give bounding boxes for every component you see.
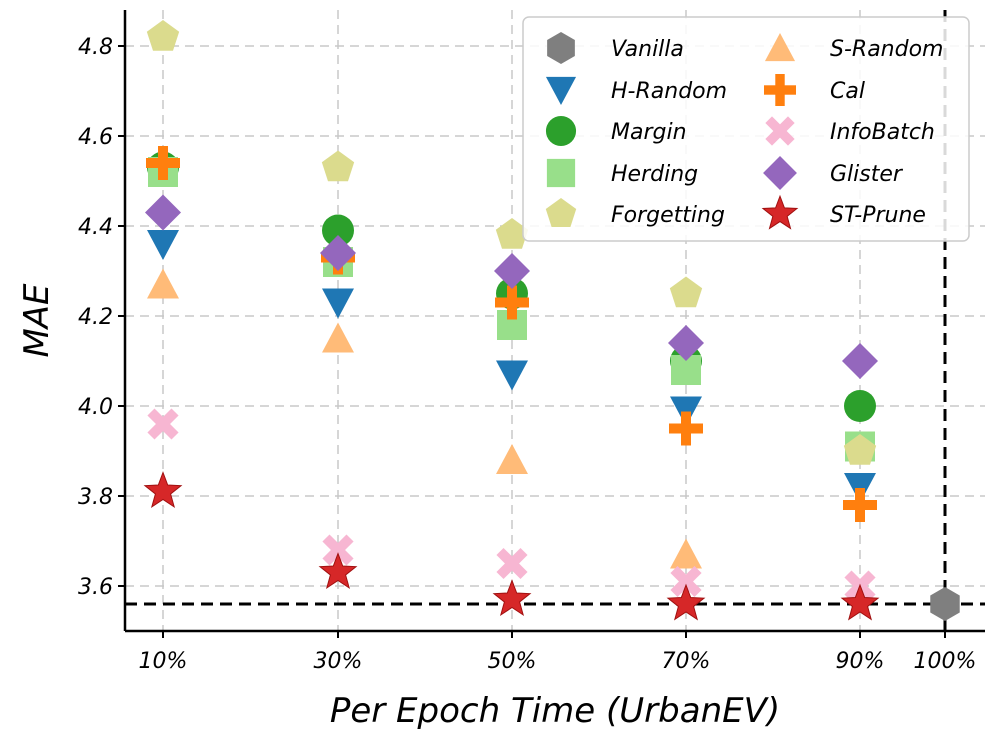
legend-box (522, 16, 970, 242)
point-infobatch-10 (147, 408, 179, 440)
x-tick-label: 90% (836, 649, 885, 674)
point-cal-70 (669, 411, 703, 446)
point-cal-90 (843, 488, 877, 522)
legend-marker-vanilla (547, 32, 575, 64)
legend-marker-margin (545, 115, 577, 147)
legend-item-h-random: H-Random (545, 76, 727, 106)
x-tick-label: 30% (314, 649, 363, 674)
legend-label-vanilla: Vanilla (611, 37, 684, 62)
point-s-random-70 (670, 538, 702, 569)
legend-item-cal: Cal (764, 74, 865, 106)
point-infobatch-70 (670, 565, 702, 598)
x-tick-label: 50% (488, 649, 537, 674)
legend-item-forgetting: Forgetting (545, 198, 725, 228)
point-h-random-30 (322, 288, 354, 319)
point-forgetting-90 (843, 434, 877, 465)
point-glister-90 (842, 343, 878, 379)
x-tick-label: 100% (914, 649, 977, 674)
legend-item-st-prune: ST-Prune (761, 194, 926, 230)
point-margin-90 (844, 390, 876, 422)
point-infobatch-30 (322, 534, 354, 566)
point-glister-10 (145, 194, 181, 231)
point-st-prune-90 (840, 583, 880, 621)
y-tick-label: 4.0 (78, 395, 113, 420)
axes: 3.6 3.8 4.0 4.2 4.4 4.6 4.8 10% 30% 50% 70% 90% 100% (78, 10, 985, 674)
point-h-random-10 (147, 230, 179, 260)
legend-marker-forgetting (545, 198, 577, 227)
x-tick-label: 10% (139, 649, 188, 674)
legend-label-st-prune: ST-Prune (830, 203, 926, 228)
legend-marker-h-random (545, 76, 577, 106)
legend-marker-s-random (764, 32, 796, 62)
legend-label-infobatch: InfoBatch (830, 120, 935, 145)
point-forgetting-30 (321, 150, 355, 182)
legend-label-h-random: H-Random (611, 79, 727, 104)
y-tick-label: 3.8 (78, 485, 113, 510)
y-tick-label: 3.6 (78, 575, 113, 600)
legend-label-cal: Cal (830, 79, 865, 104)
point-st-prune-30 (318, 552, 358, 590)
legend-marker-infobatch (765, 116, 795, 146)
legend-label-herding: Herding (611, 162, 698, 187)
point-st-prune-70 (666, 583, 706, 621)
legend-item-margin: Margin (545, 115, 687, 147)
point-forgetting-70 (669, 276, 703, 308)
legend-item-infobatch: InfoBatch (765, 116, 935, 146)
point-cal-50 (495, 285, 529, 320)
point-glister-30 (320, 235, 356, 271)
point-margin-30 (322, 214, 354, 247)
legend-marker-st-prune (761, 194, 799, 230)
legend: Vanilla H-Random Margin Herding Forgetting S-… (522, 16, 970, 242)
point-glister-70 (668, 325, 704, 361)
data-points (143, 20, 960, 621)
legend-item-s-random: S-Random (764, 32, 943, 62)
legend-marker-glister (763, 156, 797, 190)
x-tick-label: 70% (662, 649, 711, 674)
legend-marker-cal (764, 74, 796, 106)
point-st-prune-50 (492, 579, 532, 617)
point-infobatch-50 (496, 547, 528, 580)
legend-label-margin: Margin (611, 120, 687, 145)
y-axis-title: MAE (17, 283, 57, 358)
point-forgetting-50 (495, 218, 529, 249)
point-vanilla-100 (930, 587, 960, 621)
x-axis-title: Per Epoch Time (UrbanEV) (330, 691, 780, 731)
y-tick-label: 4.4 (78, 215, 113, 240)
grid-lines (125, 10, 985, 631)
legend-label-glister: Glister (830, 162, 904, 187)
legend-item-vanilla: Vanilla (547, 32, 684, 64)
point-cal-10 (146, 146, 180, 180)
point-s-random-50 (496, 444, 528, 474)
legend-label-forgetting: Forgetting (611, 203, 725, 228)
legend-label-s-random: S-Random (830, 37, 943, 62)
y-tick-label: 4.8 (78, 35, 113, 60)
y-tick-label: 4.2 (78, 305, 113, 330)
point-s-random-30 (322, 322, 354, 353)
point-glister-50 (494, 253, 530, 289)
legend-item-herding: Herding (546, 158, 698, 188)
y-tick-label: 4.6 (78, 125, 113, 150)
point-s-random-10 (147, 268, 179, 299)
point-st-prune-10 (143, 471, 183, 509)
legend-item-glister: Glister (763, 156, 904, 190)
point-forgetting-10 (146, 20, 180, 51)
point-h-random-50 (496, 360, 528, 391)
legend-marker-herding (546, 158, 576, 188)
